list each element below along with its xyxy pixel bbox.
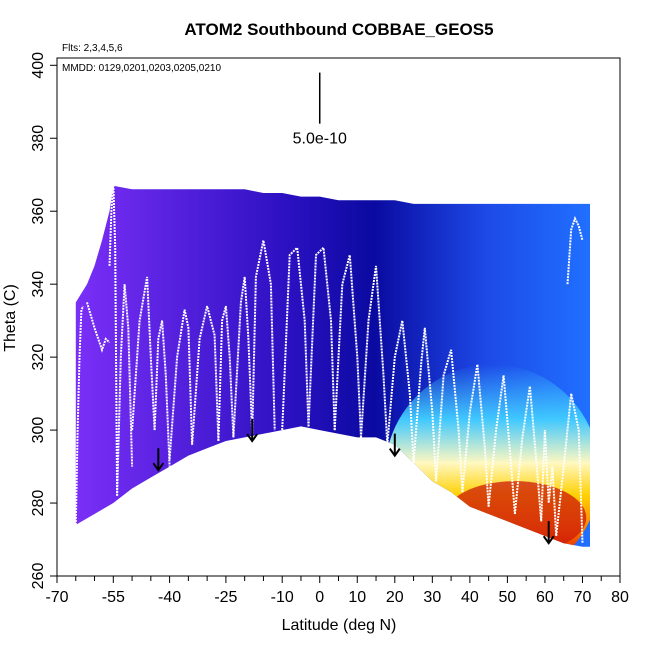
x-tick-label: 0 [315,589,324,606]
flight-profile-16 [386,320,415,463]
y-tick-label: 360 [30,198,47,225]
x-tick-label: -10 [271,589,294,606]
y-axis-label: Theta (C) [2,284,19,352]
flight-profile-10 [232,276,254,438]
flight-profile-20 [487,375,516,515]
y-tick-label: 340 [30,271,47,298]
x-tick-label: -25 [214,589,237,606]
flight-profile-14 [333,254,362,438]
flight-profile-22 [540,430,558,536]
flight-profile-21 [513,386,543,522]
x-tick-label: 60 [536,589,554,606]
x-tick-label: 50 [499,589,517,606]
flight-profile-12 [281,245,310,431]
x-tick-label: 70 [574,589,592,606]
flight-profile-4 [116,284,134,496]
flight-profile-19 [461,364,490,507]
flight-profile-2 [86,302,111,353]
arrow-head [246,433,258,443]
flight-profile-5 [131,276,156,431]
x-tick-label: -55 [102,589,125,606]
arrow-head [542,535,555,545]
y-axis: 260 280 300 320 340 360 380 400 [30,52,57,590]
y-tick-label: 300 [30,417,47,444]
x-tick-label: -40 [158,589,181,606]
hot-region [443,481,587,547]
flight-profiles [74,181,584,544]
flight-profile-7 [168,309,194,460]
arrow-head [388,448,401,458]
arrow-4 [542,521,555,545]
arrow-head [152,462,165,472]
dates-note: MMDD: 0129,0201,0203,0205,0210 [62,63,221,74]
x-tick-label: -70 [45,589,68,606]
flight-profile-13 [307,245,336,431]
chart-title: ATOM2 Southbound COBBAE_GEOS5 [184,20,493,39]
flight-profile-8 [191,305,220,445]
flight-profile-6 [153,320,171,467]
flight-profile-17 [412,327,438,482]
x-axis-label: Latitude (deg N) [282,617,397,634]
x-tick-label: 40 [461,589,479,606]
flight-profile-18 [435,349,464,493]
flight-profile-3 [108,181,119,496]
y-tick-label: 280 [30,490,47,517]
scale-bar-label: 5.0e-10 [293,131,347,148]
x-tick-label: 10 [348,589,366,606]
y-tick-label: 400 [30,52,47,79]
flight-profile-1 [74,305,85,525]
flights-note: Flts: 2,3,4,5,6 [62,43,123,54]
arrow-3 [388,433,401,458]
y-tick-label: 260 [30,563,47,590]
x-axis: -70 -55 -40 -25 -10 0 10 20 30 40 50 60 70 80 [45,576,629,606]
arrows [152,419,555,545]
x-tick-label: 80 [611,589,629,606]
arrow-1 [152,448,165,472]
flight-profile-24 [566,215,584,285]
flight-profile-23 [555,393,584,544]
y-tick-label: 320 [30,344,47,371]
flight-profile-15 [360,265,389,445]
x-tick-label: 30 [423,589,441,606]
x-tick-label: 20 [386,589,404,606]
flight-profile-9 [217,305,235,442]
y-tick-label: 380 [30,125,47,152]
arrow-2 [246,419,258,443]
